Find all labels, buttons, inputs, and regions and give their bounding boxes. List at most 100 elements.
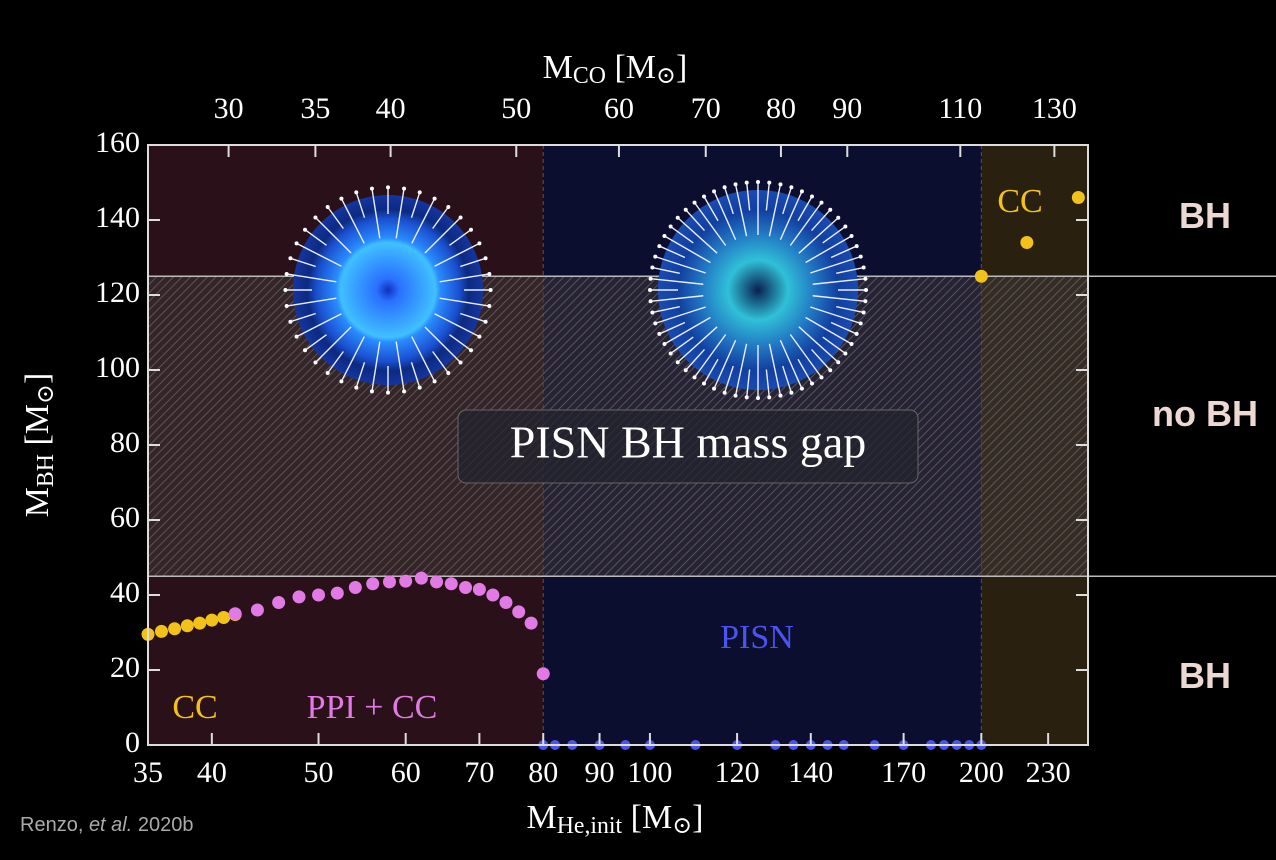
arrow-head (650, 310, 655, 315)
arrow-decoration (340, 198, 365, 244)
arrow-decoration (434, 313, 480, 338)
y-tick-label: 160 (95, 126, 140, 159)
point (444, 577, 458, 591)
arrow-decoration (693, 202, 727, 246)
x-axis-label-part: He,init (557, 813, 623, 839)
arrow-head (483, 256, 488, 261)
arrow-head (668, 224, 673, 229)
arrow-decoration (822, 336, 846, 355)
arrow-decoration (713, 339, 737, 389)
arrow-decoration (746, 182, 751, 211)
arrow-decoration (812, 295, 866, 302)
point (348, 581, 362, 594)
arrow-head (369, 186, 374, 191)
arrow-decoration (810, 255, 861, 274)
arrow-decoration (296, 313, 342, 338)
arrow-decoration (314, 326, 352, 364)
x-tick-label: 50 (304, 756, 334, 789)
arrow-head (767, 180, 772, 185)
label-box (457, 409, 919, 484)
point (499, 596, 513, 609)
arrow-head (477, 241, 482, 246)
region-label: CC (997, 183, 1042, 220)
point (205, 613, 219, 627)
arrow-head (702, 381, 706, 386)
arrow-head (386, 185, 390, 190)
arrow-decoration (765, 182, 770, 211)
y-axis-label-part: [M (19, 404, 56, 454)
arrow-head (313, 215, 318, 220)
arrow-decoration (798, 326, 839, 363)
arrow-head (402, 389, 407, 394)
x2-tick-label: 30 (214, 92, 244, 125)
arrow-decoration (424, 326, 462, 364)
arrow-decoration (713, 191, 737, 241)
arrow-head (843, 224, 848, 229)
y-tick-label: 80 (110, 426, 140, 459)
x-tick-label: 70 (464, 756, 494, 789)
arrow-head (828, 207, 833, 212)
arrow-head (446, 371, 451, 376)
arrow-decoration (460, 312, 486, 323)
arrow-head (288, 319, 293, 324)
arrow-decoration (723, 365, 734, 393)
arrow-head (836, 215, 841, 220)
side-label: BH (1179, 195, 1231, 236)
arrow-decoration (439, 297, 490, 307)
x2-axis-label: MCO [M⊙] (543, 49, 688, 90)
arrow-head (863, 299, 868, 304)
arrow-decoration (434, 242, 480, 267)
x-tick-label: 170 (881, 756, 926, 789)
point (154, 624, 168, 638)
arrow-decoration (664, 316, 711, 345)
arrow-head (488, 288, 493, 292)
point (1020, 236, 1034, 249)
arrow-decoration (410, 192, 421, 218)
x-tick-label: 40 (197, 756, 227, 789)
arrow-decoration (424, 216, 462, 254)
arrow-head (458, 360, 463, 365)
arrow-decoration (652, 305, 680, 314)
point (292, 590, 306, 604)
arrow-decoration (768, 184, 782, 237)
point (366, 577, 380, 591)
star-illustration (658, 190, 858, 390)
point (430, 575, 444, 589)
x2-tick-label: 130 (1032, 92, 1077, 125)
arrow-head (294, 334, 299, 339)
arrow-head (810, 194, 814, 199)
mass-gap-label: PISN BH mass gap (510, 417, 867, 468)
x2-axis-label-part: CO (573, 63, 606, 89)
x2-tick-label: 35 (300, 92, 330, 125)
arrow-head (683, 207, 688, 212)
arrow-decoration (655, 306, 706, 325)
arrow-head (675, 360, 680, 365)
arrow-decoration (314, 216, 352, 254)
arrow-head (828, 368, 833, 373)
arrow-head (733, 393, 738, 398)
x2-axis-label-part: [M (606, 49, 656, 86)
arrow-decoration (822, 225, 846, 244)
arrow-head (863, 276, 868, 281)
point (1071, 191, 1085, 204)
arrow-decoration (304, 229, 327, 246)
credit-part: Renzo, (20, 814, 89, 836)
y-axis-label-part: BH (33, 454, 59, 487)
x2-tick-label: 40 (376, 92, 406, 125)
arrow-head (819, 200, 824, 205)
arrow-decoration (789, 334, 823, 378)
arrow-decoration (327, 351, 344, 374)
arrow-head (767, 395, 772, 400)
point (168, 622, 182, 636)
arrow-head (283, 288, 288, 292)
x-tick-label: 60 (391, 756, 421, 789)
arrow-decoration (797, 196, 813, 222)
arrow-decoration (650, 295, 704, 302)
arrow-decoration (371, 188, 381, 239)
point (250, 603, 264, 617)
arrow-decoration (836, 305, 864, 314)
arrow-head (843, 351, 848, 356)
arrow-decoration (355, 192, 366, 218)
arrow-decoration (811, 209, 831, 232)
arrow-decoration (677, 326, 718, 363)
